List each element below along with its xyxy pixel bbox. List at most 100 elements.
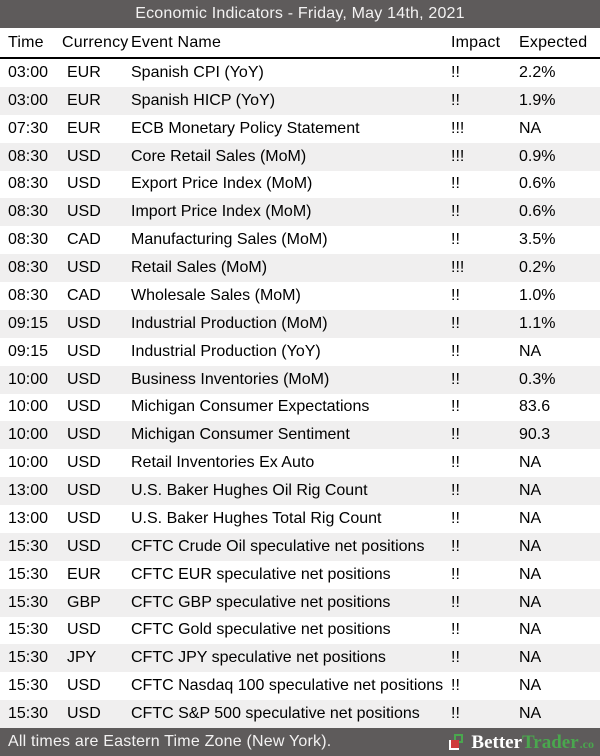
table-row: 15:30 EUR CFTC EUR speculative net positio… [0,560,600,589]
cell-impact: !! [451,509,460,527]
cell-currency: USD [67,342,101,360]
cell-currency: USD [67,482,101,500]
cell-event-name: Industrial Production (YoY) [131,342,321,360]
table-row: 10:00 USD Retail Inventories Ex Auto!! NA [0,449,600,478]
cell-impact: !! [451,426,460,444]
cell-currency: JPY [67,649,97,667]
cell-event-name: Spanish HICP (YoY) [131,91,276,109]
cell-currency: USD [67,398,101,416]
table-row: 08:30 USD Retail Sales (MoM)!!! 0.2% [0,254,600,282]
cell-time: 09:15 [8,314,49,332]
cell-time: 08:30 [8,147,49,165]
cell-event-name: CFTC GBP speculative net positions [131,593,391,611]
cell-expected: NA [519,593,542,611]
cell-expected: NA [519,677,542,695]
cell-currency: CAD [67,286,101,304]
cell-expected: 0.3% [519,370,556,388]
cell-impact: !! [451,286,460,304]
cell-expected: 0.6% [519,203,556,221]
cell-event-name: CFTC Crude Oil speculative net positions [131,537,425,555]
cell-currency: USD [67,621,101,639]
cell-time: 10:00 [8,426,49,444]
bettertrader-candles-icon [449,734,465,750]
table-row: 10:00 USD Michigan Consumer Sentiment!! 90.… [0,421,600,450]
cell-event-name: Wholesale Sales (MoM) [131,286,301,304]
cell-currency: USD [67,509,101,527]
cell-time: 15:30 [8,649,49,667]
cell-expected: NA [519,342,542,360]
cell-currency: EUR [67,119,101,137]
table-row: 07:30 EUR ECB Monetary Policy Statement!!!… [0,114,600,143]
table-row: 08:30 USD Export Price Index (MoM)!! 0.6% [0,170,600,199]
cell-event-name: Business Inventories (MoM) [131,370,330,388]
cell-expected: 3.5% [519,231,556,249]
cell-impact: !! [451,705,460,723]
table-row: 13:00 USD U.S. Baker Hughes Oil Rig Count!… [0,477,600,505]
cell-time: 15:30 [8,677,49,695]
cell-time: 10:00 [8,398,49,416]
cell-time: 13:00 [8,482,49,500]
cell-time: 15:30 [8,621,49,639]
cell-time: 15:30 [8,565,49,583]
cell-currency: EUR [67,91,101,109]
cell-currency: USD [67,147,101,165]
cell-expected: 83.6 [519,398,551,416]
cell-currency: EUR [67,565,101,583]
cell-event-name: CFTC EUR speculative net positions [131,565,391,583]
table-row: 09:15 USD Industrial Production (YoY)!! NA [0,337,600,366]
cell-currency: CAD [67,231,101,249]
cell-currency: USD [67,370,101,388]
logo-tld: .co [579,736,594,751]
cell-expected: NA [519,565,542,583]
cell-time: 08:30 [8,175,49,193]
cell-time: 10:00 [8,370,49,388]
cell-currency: USD [67,203,101,221]
cell-expected: NA [519,705,542,723]
cell-impact: !! [451,454,460,472]
cell-impact: !! [451,342,460,360]
table-row: 15:30 USD CFTC Gold speculative net positi… [0,616,600,645]
table-row: 03:00 EUR Spanish HICP (YoY)!! 1.9% [0,86,600,115]
cell-event-name: Michigan Consumer Sentiment [131,426,350,444]
cell-time: 08:30 [8,231,49,249]
cell-event-name: Core Retail Sales (MoM) [131,147,307,165]
cell-currency: USD [67,705,101,723]
cell-time: 08:30 [8,259,49,277]
cell-event-name: U.S. Baker Hughes Total Rig Count [131,509,382,527]
cell-impact: !! [451,314,460,332]
cell-impact: !!! [451,259,465,277]
table-row: 15:30 USD CFTC S&P 500 speculative net pos… [0,700,600,728]
cell-currency: USD [67,314,101,332]
cell-currency: GBP [67,593,101,611]
cell-impact: !! [451,649,460,667]
table-row: 08:30 USD Core Retail Sales (MoM)!!! 0.9% [0,142,600,171]
column-header-event: Event Name [131,33,222,51]
cell-event-name: Manufacturing Sales (MoM) [131,231,328,249]
cell-event-name: Industrial Production (MoM) [131,314,328,332]
table-row: 03:00 EUR Spanish CPI (YoY)!! 2.2% [0,59,600,87]
column-header-time: Time [8,33,44,51]
cell-expected: NA [519,621,542,639]
cell-expected: NA [519,119,542,137]
cell-event-name: CFTC S&P 500 speculative net positions [131,705,420,723]
cell-expected: 0.6% [519,175,556,193]
cell-event-name: Michigan Consumer Expectations [131,398,370,416]
bettertrader-logo: BetterTrader.co [449,733,594,752]
column-header-expected: Expected [519,33,588,51]
cell-impact: !! [451,175,460,193]
cell-event-name: U.S. Baker Hughes Oil Rig Count [131,482,368,500]
cell-impact: !! [451,231,460,249]
cell-impact: !! [451,482,460,500]
cell-expected: 2.2% [519,63,556,81]
cell-event-name: CFTC Gold speculative net positions [131,621,391,639]
cell-expected: NA [519,454,542,472]
cell-impact: !! [451,203,460,221]
table-row: 15:30 JPY CFTC JPY speculative net positio… [0,644,600,673]
cell-time: 13:00 [8,509,49,527]
cell-time: 08:30 [8,203,49,221]
cell-time: 03:00 [8,91,49,109]
cell-impact: !! [451,63,460,81]
column-header-impact: Impact [451,33,501,51]
table-row: 15:30 USD CFTC Nasdaq 100 speculative net … [0,672,600,701]
